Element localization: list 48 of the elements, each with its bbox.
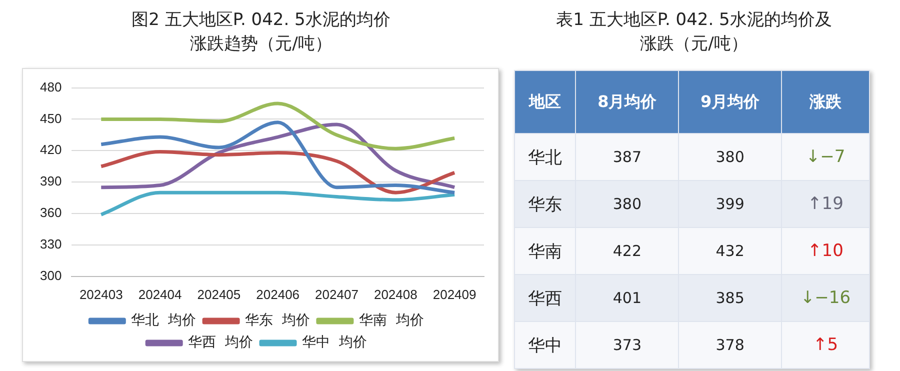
line-series <box>99 102 456 150</box>
data-label: ↑19 <box>782 180 870 228</box>
y-tick-label: 华西 <box>514 274 576 322</box>
data-label: 432 <box>678 228 782 274</box>
line-series <box>99 150 456 194</box>
x-tick-label: 9月均价 <box>678 70 782 134</box>
y-axis-title: 地区 <box>514 70 576 134</box>
data-label: 378 <box>678 322 782 368</box>
y-tick-label: 华东 <box>514 180 576 228</box>
x-tick-label: 202409 <box>432 286 476 302</box>
data-label: ↑5 <box>782 322 870 368</box>
data-label: 380 <box>678 134 782 180</box>
data-label: 380 <box>576 180 679 228</box>
legend-label: 华南 均价 <box>358 312 424 329</box>
legend-label: 华中 均价 <box>302 334 367 351</box>
x-tick-label: 202408 <box>374 286 418 302</box>
y-tick-label: 480 <box>40 79 62 94</box>
legend-label: 华北 均价 <box>131 312 196 329</box>
y-tick-label: 360 <box>40 205 62 220</box>
y-tick-label: 420 <box>40 142 62 158</box>
data-label: ↓−16 <box>782 274 870 322</box>
chart-title: 表1 五大地区P. 042. 5水泥的均价及涨跌（元/吨） <box>555 9 833 56</box>
y-tick-label: 390 <box>40 174 62 189</box>
y-tick-label: 华北 <box>514 134 576 180</box>
x-tick-label: 202406 <box>256 286 300 302</box>
chart-title: 图2 五大地区P. 042. 5水泥的均价涨跌趋势（元/吨） <box>130 9 392 56</box>
legend-label: 华东 均价 <box>245 312 310 329</box>
data-label: ↑10 <box>782 228 870 274</box>
y-tick-label: 330 <box>40 236 62 252</box>
x-tick-label: 8月均价 <box>576 70 679 134</box>
x-tick-label: 202403 <box>79 286 123 302</box>
x-tick-label: 202405 <box>197 286 241 302</box>
x-tick-label: 涨跌 <box>782 70 870 134</box>
data-label: 387 <box>576 134 679 180</box>
y-tick-label: 华中 <box>514 322 576 368</box>
data-label: 385 <box>678 274 782 322</box>
y-tick-label: 华南 <box>514 228 576 274</box>
data-label: 373 <box>576 322 679 368</box>
y-tick-label: 450 <box>40 110 62 126</box>
data-label: ↓−7 <box>782 134 870 180</box>
data-label: 422 <box>576 228 679 274</box>
data-label: 399 <box>678 180 782 228</box>
x-tick-label: 202407 <box>315 286 358 302</box>
legend-label: 华西 均价 <box>188 334 254 351</box>
data-label: 401 <box>576 274 679 322</box>
x-tick-label: 202404 <box>138 286 182 302</box>
y-tick-label: 300 <box>40 268 62 283</box>
line-series <box>99 190 456 216</box>
